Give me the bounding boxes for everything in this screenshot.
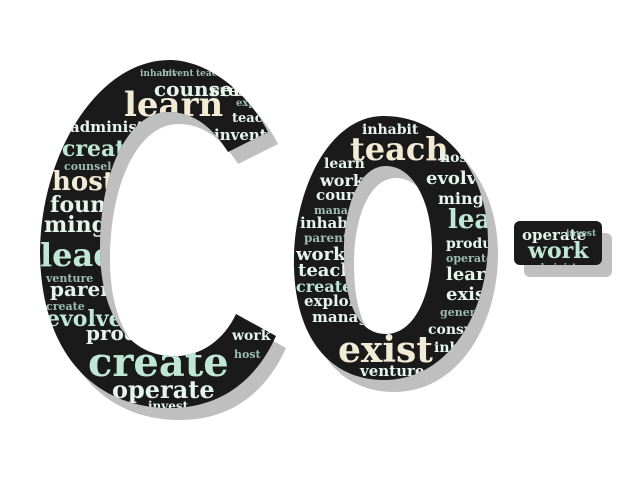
- c-word: venture: [45, 272, 93, 285]
- hyphen: [514, 221, 602, 265]
- c-word: invest: [148, 399, 189, 413]
- c-word: create: [46, 300, 85, 313]
- o-word: teach: [350, 130, 449, 168]
- c-word: explore: [236, 98, 277, 109]
- o-word: manage: [312, 308, 378, 326]
- c-word: inhabit: [140, 69, 177, 79]
- o-word: learn: [446, 264, 499, 285]
- o-word: produce: [446, 236, 510, 252]
- c-word: host: [234, 348, 262, 361]
- o-word: create: [296, 277, 352, 296]
- letter-o: [293, 116, 489, 380]
- letter-c: [40, 59, 276, 408]
- o-word: learn: [324, 156, 365, 172]
- c-word: counsel: [64, 160, 111, 173]
- o-word: exist: [338, 329, 433, 371]
- o-word: work: [319, 171, 365, 190]
- dash-word: work: [527, 238, 589, 264]
- o-word: teach: [298, 260, 353, 281]
- o-word: work: [295, 244, 346, 265]
- c-word: operate: [112, 375, 215, 404]
- dash-word: operate: [522, 226, 586, 244]
- c-word: parent: [50, 277, 125, 301]
- o-word-cloud: inhabitteachhostlearnworkcounselevolvema…: [295, 122, 510, 380]
- c-word: administer: [140, 338, 207, 351]
- c-word: invent: [162, 69, 194, 79]
- dash-word: invest: [566, 229, 597, 239]
- o-word: inhabit: [300, 214, 360, 232]
- dash-word: administer: [532, 263, 587, 273]
- o-word: host: [440, 150, 474, 166]
- c-word: teach: [196, 69, 224, 79]
- c-word: host: [52, 167, 115, 197]
- c-word: evolve: [46, 306, 123, 332]
- o-word: venture: [359, 362, 424, 380]
- dash-word-cloud: operateinvestworkadminister: [522, 226, 597, 273]
- o-word: inhabit: [362, 122, 419, 138]
- o-word: lead: [448, 205, 509, 235]
- c-word: work: [231, 328, 271, 344]
- c-word: teach: [232, 111, 273, 126]
- o-word: parent: [304, 231, 349, 245]
- o-word: operate: [446, 252, 493, 265]
- c-word: mingle: [44, 212, 129, 238]
- o-word: exist: [446, 284, 494, 305]
- o-word: mingle: [438, 189, 500, 208]
